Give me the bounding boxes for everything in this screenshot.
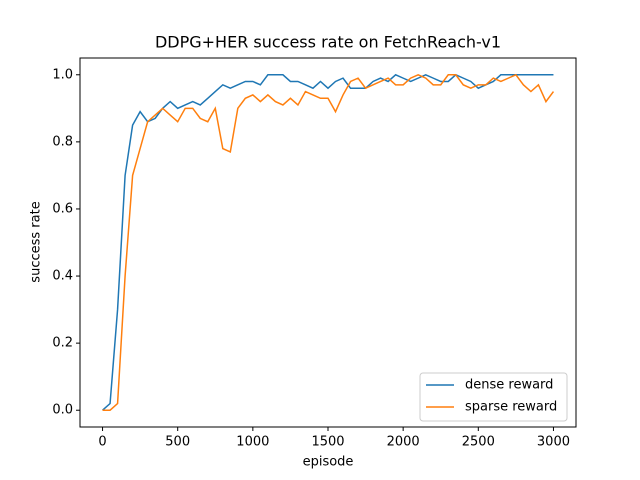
y-tick-label: 0.8 (52, 134, 73, 149)
y-tick-label: 1.0 (52, 67, 73, 82)
x-tick-label: 1000 (236, 435, 269, 450)
y-tick-label: 0.0 (52, 403, 73, 418)
plot-frame (79, 57, 577, 428)
chart-title: DDPG+HER success rate on FetchReach-v1 (155, 33, 501, 52)
line-series (102, 73, 554, 411)
y-tick-label: 0.4 (52, 269, 73, 284)
legend-label: dense reward (465, 378, 553, 393)
x-tick-label: 1500 (311, 435, 344, 450)
x-axis-label: episode (303, 455, 354, 470)
x-tick-label: 2500 (462, 435, 495, 450)
y-tick-label: 0.6 (52, 201, 73, 216)
x-tick-label: 500 (165, 435, 190, 450)
x-tick-label: 3000 (537, 435, 570, 450)
line-series (102, 73, 555, 411)
legend-box (419, 372, 568, 422)
x-tick-label: 2000 (387, 435, 420, 450)
y-axis-label: success rate (29, 201, 44, 282)
x-tick-label: 0 (98, 435, 106, 450)
legend-label: sparse reward (465, 400, 557, 415)
y-tick-label: 0.2 (52, 336, 73, 351)
